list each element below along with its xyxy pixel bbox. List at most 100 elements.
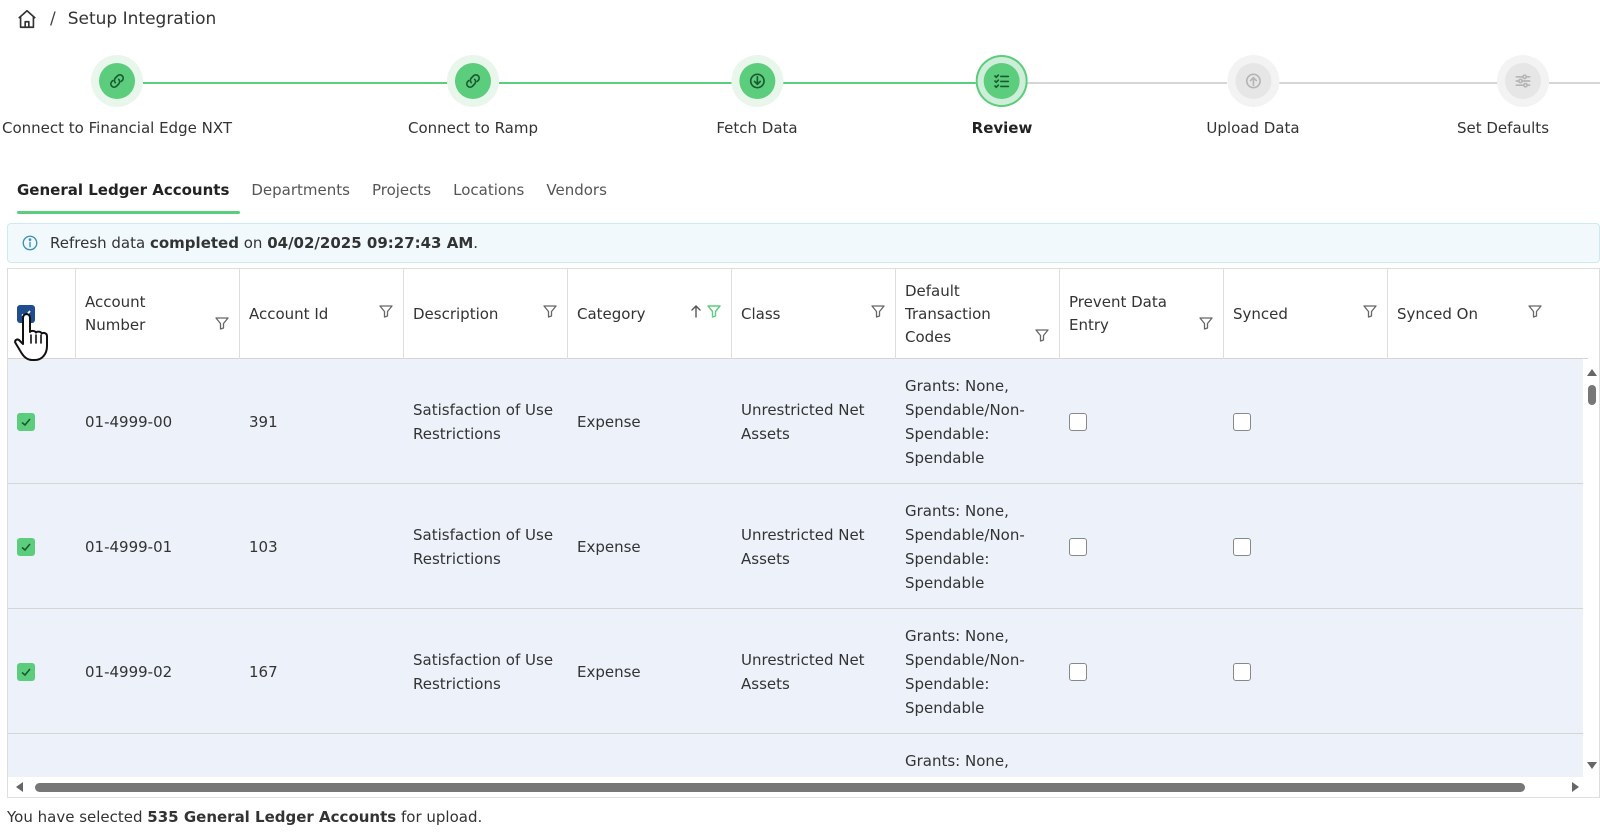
synced-on-cell xyxy=(1388,609,1552,734)
description-cell: Satisfaction of Use Restrictions xyxy=(413,525,554,568)
step-connector xyxy=(1279,82,1497,84)
column-header-description[interactable]: Description xyxy=(404,269,568,359)
column-header-account-number[interactable]: Account Number xyxy=(76,269,240,359)
default-transaction-codes-cell: Grants: None, Spendable/Non-Spendable: S… xyxy=(905,751,1025,778)
scrollbar-thumb[interactable] xyxy=(1588,385,1596,405)
class-cell: Unrestricted Net Assets xyxy=(732,734,896,778)
column-header-synced-on[interactable]: Synced On xyxy=(1388,269,1552,359)
synced-checkbox[interactable] xyxy=(1233,537,1251,556)
banner-status: completed xyxy=(149,234,239,252)
tab-general-ledger-accounts[interactable]: General Ledger Accounts xyxy=(6,176,241,214)
link-icon xyxy=(98,63,135,99)
breadcrumb-separator: / xyxy=(50,9,56,29)
table-row[interactable]: 01-4999-00 391 Satisfaction of Use Restr… xyxy=(8,359,1588,484)
class-cell: Unrestricted Net Assets xyxy=(741,400,865,443)
banner-suffix: . xyxy=(473,234,479,252)
step-review[interactable]: Review xyxy=(971,55,1033,137)
prevent-data-entry-checkbox[interactable] xyxy=(1069,662,1087,681)
tab-locations[interactable]: Locations xyxy=(453,181,525,199)
filter-icon[interactable] xyxy=(870,303,886,319)
step-connect-financial-edge[interactable]: Connect to Financial Edge NXT xyxy=(2,55,232,137)
step-label: Upload Data xyxy=(1206,119,1300,137)
tab-bar: General Ledger Accounts Departments Proj… xyxy=(6,176,618,214)
banner-timestamp: 04/02/2025 09:27:43 AM xyxy=(267,234,474,252)
scroll-right-arrow[interactable] xyxy=(1572,782,1579,792)
filter-icon[interactable] xyxy=(378,303,394,319)
filter-icon[interactable] xyxy=(214,315,230,331)
category-cell xyxy=(568,734,732,777)
table-row[interactable]: 01-4999-01 103 Satisfaction of Use Restr… xyxy=(8,484,1588,609)
prevent-data-entry-checkbox[interactable] xyxy=(1069,412,1087,431)
column-header-class[interactable]: Class xyxy=(732,269,896,359)
banner-on: on xyxy=(243,234,263,252)
upload-icon xyxy=(1235,63,1271,99)
filter-icon[interactable] xyxy=(1527,303,1543,319)
synced-checkbox[interactable] xyxy=(1233,412,1251,431)
home-icon[interactable] xyxy=(16,8,38,30)
step-label: Set Defaults xyxy=(1456,119,1550,137)
default-transaction-codes-cell: Grants: None, Spendable/Non-Spendable: S… xyxy=(905,626,1025,717)
step-label: Review xyxy=(971,119,1033,137)
step-fetch-data[interactable]: Fetch Data xyxy=(716,55,798,137)
column-header-default-transaction-codes[interactable]: Default Transaction Codes xyxy=(896,269,1060,359)
banner-prefix: Refresh data xyxy=(50,234,146,252)
step-set-defaults[interactable]: Set Defaults xyxy=(1457,55,1569,137)
vertical-scrollbar[interactable] xyxy=(1583,359,1599,777)
step-label: Connect to Financial Edge NXT xyxy=(2,119,232,137)
sliders-icon xyxy=(1505,63,1541,99)
description-cell: Satisfaction of Use Restrictions xyxy=(413,400,554,443)
tab-projects[interactable]: Projects xyxy=(371,181,432,199)
filter-icon[interactable] xyxy=(1198,315,1214,331)
description-cell: Satisfaction of Use Restrictions xyxy=(404,734,568,778)
column-header-account-id[interactable]: Account Id xyxy=(240,269,404,359)
column-header-prevent-data-entry[interactable]: Prevent Data Entry xyxy=(1060,269,1224,359)
synced-on-cell xyxy=(1388,484,1552,609)
filter-active-icon[interactable] xyxy=(706,303,722,319)
table-body: 01-4999-00 391 Satisfaction of Use Restr… xyxy=(8,359,1588,777)
tab-departments[interactable]: Departments xyxy=(251,181,350,199)
sort-ascending-icon[interactable] xyxy=(689,303,703,319)
account-id-cell: 391 xyxy=(249,412,278,431)
step-connector xyxy=(1027,82,1227,84)
account-id-cell xyxy=(240,734,404,777)
class-cell: Unrestricted Net Assets xyxy=(741,525,865,568)
filter-icon[interactable] xyxy=(542,303,558,319)
account-number-cell xyxy=(76,734,240,777)
column-header-synced[interactable]: Synced xyxy=(1224,269,1388,359)
synced-on-cell xyxy=(1388,359,1552,484)
horizontal-scrollbar[interactable] xyxy=(8,777,1599,797)
prevent-data-entry-checkbox[interactable] xyxy=(1069,537,1087,556)
select-all-checkbox[interactable] xyxy=(17,305,35,323)
page-title: Setup Integration xyxy=(67,9,217,29)
tab-vendors[interactable]: Vendors xyxy=(546,181,607,199)
row-checkbox[interactable] xyxy=(17,412,35,431)
row-checkbox[interactable] xyxy=(17,662,35,681)
default-transaction-codes-cell: Grants: None, Spendable/Non-Spendable: S… xyxy=(905,501,1025,592)
header-select-cell xyxy=(8,269,76,359)
table-row[interactable]: Satisfaction of Use Restrictions Unrestr… xyxy=(8,734,1588,777)
filter-icon[interactable] xyxy=(1034,327,1050,343)
step-upload-data[interactable]: Upload Data xyxy=(1206,55,1300,137)
table-header: Account Number Account Id Description Ca… xyxy=(8,269,1588,359)
category-cell: Expense xyxy=(577,662,641,681)
row-checkbox[interactable] xyxy=(17,537,35,556)
info-icon xyxy=(20,233,40,253)
step-connector xyxy=(1549,82,1600,84)
accounts-table: Account Number Account Id Description Ca… xyxy=(7,268,1600,798)
step-connect-ramp[interactable]: Connect to Ramp xyxy=(408,55,538,137)
filter-icon[interactable] xyxy=(1362,303,1378,319)
synced-checkbox[interactable] xyxy=(1233,662,1251,681)
scrollbar-thumb[interactable] xyxy=(35,783,1525,792)
step-label: Fetch Data xyxy=(716,119,798,137)
scroll-left-arrow[interactable] xyxy=(16,782,23,792)
step-connector xyxy=(499,82,737,84)
selection-count: 535 General Ledger Accounts xyxy=(147,808,397,826)
refresh-status-banner: Refresh data completed on 04/02/2025 09:… xyxy=(7,223,1600,263)
column-header-category[interactable]: Category xyxy=(568,269,732,359)
download-icon xyxy=(738,63,775,99)
scroll-down-arrow[interactable] xyxy=(1587,762,1597,769)
account-number-cell: 01-4999-02 xyxy=(85,662,173,681)
step-label: Connect to Ramp xyxy=(407,119,539,137)
scroll-up-arrow[interactable] xyxy=(1587,369,1597,376)
table-row[interactable]: 01-4999-02 167 Satisfaction of Use Restr… xyxy=(8,609,1588,734)
